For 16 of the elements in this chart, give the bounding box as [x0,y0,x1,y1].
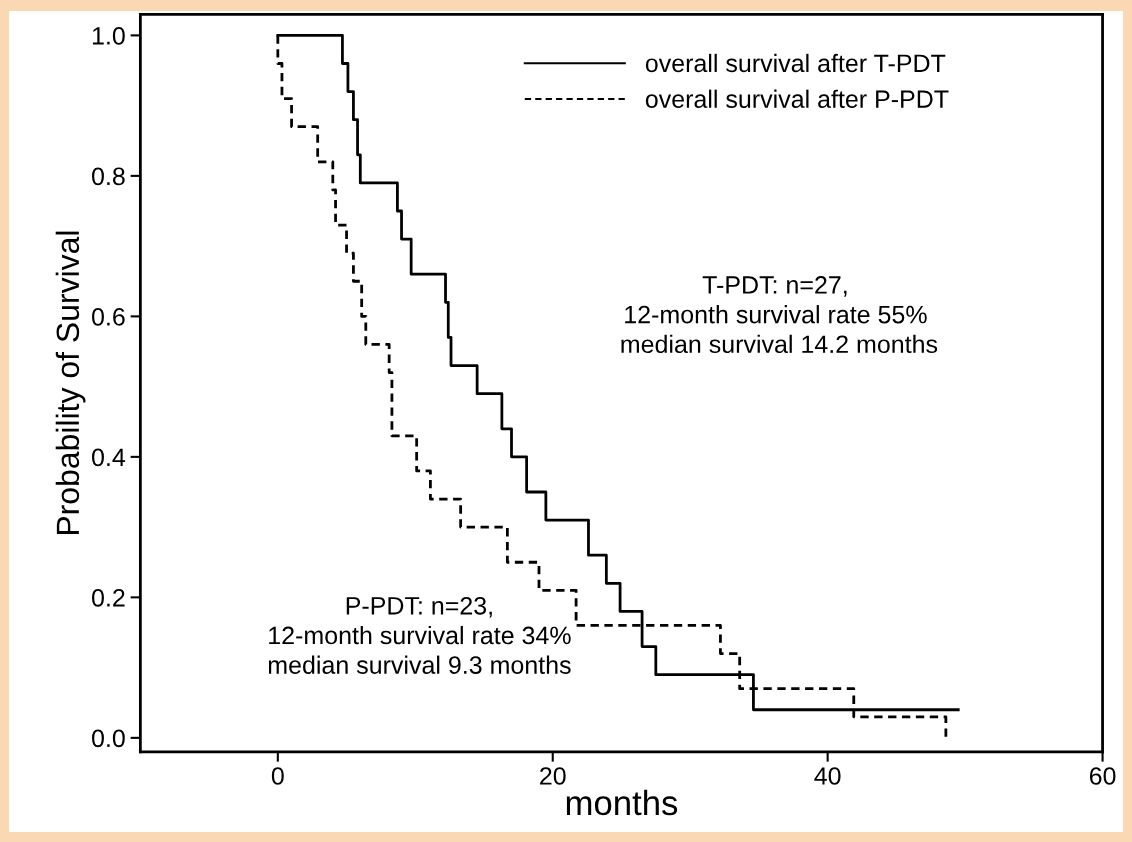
y-axis-title: Probability of Survival [55,231,86,535]
y-tick-label: 0.8 [92,167,125,186]
x-axis-title: months [566,789,678,816]
y-tick-label: 0.6 [92,307,125,326]
x-tick-label: 20 [540,767,566,785]
annotation: T-PDT: n=27, 12-month survival rate 55% median survival 14.2 months [621,276,938,354]
x-tick-label: 60 [1089,767,1116,785]
legend-label: overall survival after P-PDT [645,89,949,108]
y-tick-label: 1.0 [92,26,125,45]
x-tick-label: 0 [271,767,284,785]
y-tick-label: 0.4 [92,448,126,467]
x-tick-label: 40 [814,767,841,785]
y-tick-label: 0.2 [92,588,125,607]
y-tick-label: 0.0 [92,729,125,748]
annotation: P-PDT: n=23, 12-month survival rate 34% median survival 9.3 months [268,596,571,674]
legend-label: overall survival after T-PDT [645,53,946,73]
